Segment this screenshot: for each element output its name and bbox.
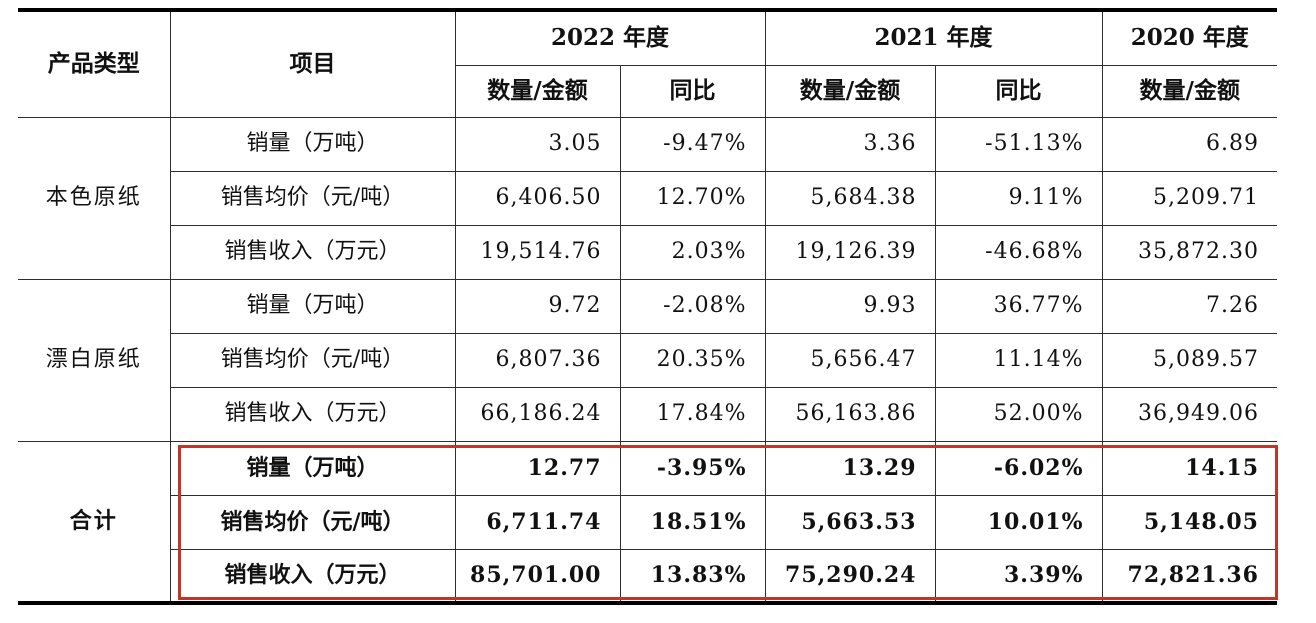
value-cell: 85,701.00 [454,548,621,604]
header-yoy-2021: 同比 [934,64,1103,118]
table-row: 销售收入（万元） 85,701.00 13.83% 75,290.24 3.39… [18,548,1277,604]
value-cell: 35,872.30 [1101,224,1277,280]
value-cell: 9.11% [934,170,1103,226]
table-row: 销售均价（元/吨） 6,807.36 20.35% 5,656.47 11.14… [18,332,1277,388]
value-cell: 20.35% [619,332,766,388]
header-item: 项目 [169,9,456,118]
value-cell: 5,209.71 [1101,170,1277,226]
table-row: 销售均价（元/吨） 6,711.74 18.51% 5,663.53 10.01… [18,494,1277,550]
header-qty-amount-2022: 数量/金额 [454,64,621,118]
value-cell: 66,186.24 [454,386,621,442]
value-cell: 36,949.06 [1101,386,1277,442]
table-row: 本色原纸 销量（万吨） 3.05 -9.47% 3.36 -51.13% 6.8… [18,116,1277,280]
header-year-2021: 2021 年度 [764,9,1103,66]
value-cell: 3.36 [764,116,936,172]
item-label-cell: 销售收入（万元） [169,386,456,442]
value-cell: 5,148.05 [1101,494,1277,550]
value-cell: 5,663.53 [764,494,936,550]
value-cell: 13.29 [764,440,936,496]
table-row: 销售收入（万元） 19,514.76 2.03% 19,126.39 -46.6… [18,224,1277,280]
value-cell: -46.68% [934,224,1103,280]
value-cell: 75,290.24 [764,548,936,604]
item-label-cell: 销售收入（万元） [169,548,456,604]
header-product-type: 产品类型 [18,9,171,118]
value-cell: 19,126.39 [764,224,936,280]
value-cell: 13.83% [619,548,766,604]
value-cell: -2.08% [619,278,766,334]
value-cell: 5,089.57 [1101,332,1277,388]
item-label-cell: 销量（万吨） [169,278,456,334]
table-row: 销售收入（万元） 66,186.24 17.84% 56,163.86 52.0… [18,386,1277,442]
value-cell: 9.72 [454,278,621,334]
header-yoy-2022: 同比 [619,64,766,118]
product-type-cell: 本色原纸 [18,116,171,280]
item-label-cell: 销售均价（元/吨） [169,170,456,226]
value-cell: 12.70% [619,170,766,226]
value-cell: -9.47% [619,116,766,172]
value-cell: 18.51% [619,494,766,550]
value-cell: 36.77% [934,278,1103,334]
value-cell: 6,711.74 [454,494,621,550]
item-label-cell: 销售均价（元/吨） [169,494,456,550]
value-cell: 56,163.86 [764,386,936,442]
item-label-cell: 销量（万吨） [169,440,456,496]
sales-data-table: 产品类型 项目 2022 年度 2021 年度 2020 年度 数量/金额 同比… [18,8,1277,605]
value-cell: 7.26 [1101,278,1277,334]
value-cell: 19,514.76 [454,224,621,280]
value-cell: 6.89 [1101,116,1277,172]
item-label-cell: 销量（万吨） [169,116,456,172]
header-year-2022: 2022 年度 [454,9,766,66]
product-type-cell: 漂白原纸 [18,278,171,442]
value-cell: 9.93 [764,278,936,334]
value-cell: 2.03% [619,224,766,280]
value-cell: 6,406.50 [454,170,621,226]
value-cell: 72,821.36 [1101,548,1277,604]
value-cell: 12.77 [454,440,621,496]
value-cell: 11.14% [934,332,1103,388]
header-qty-amount-2021: 数量/金额 [764,64,936,118]
value-cell: 17.84% [619,386,766,442]
value-cell: 3.39% [934,548,1103,604]
value-cell: 14.15 [1101,440,1277,496]
value-cell: 5,684.38 [764,170,936,226]
value-cell: -51.13% [934,116,1103,172]
table-row: 合计 销量（万吨） 12.77 -3.95% 13.29 -6.02% 14.1… [18,440,1277,604]
value-cell: -6.02% [934,440,1103,496]
value-cell: 6,807.36 [454,332,621,388]
value-cell: 3.05 [454,116,621,172]
header-year-2020: 2020 年度 [1101,9,1277,66]
header-qty-amount-2020: 数量/金额 [1101,64,1277,118]
value-cell: 5,656.47 [764,332,936,388]
table-row: 销售均价（元/吨） 6,406.50 12.70% 5,684.38 9.11%… [18,170,1277,226]
item-label-cell: 销售均价（元/吨） [169,332,456,388]
value-cell: -3.95% [619,440,766,496]
value-cell: 52.00% [934,386,1103,442]
table-row: 漂白原纸 销量（万吨） 9.72 -2.08% 9.93 36.77% 7.26 [18,278,1277,442]
product-type-cell: 合计 [18,440,171,604]
item-label-cell: 销售收入（万元） [169,224,456,280]
value-cell: 10.01% [934,494,1103,550]
